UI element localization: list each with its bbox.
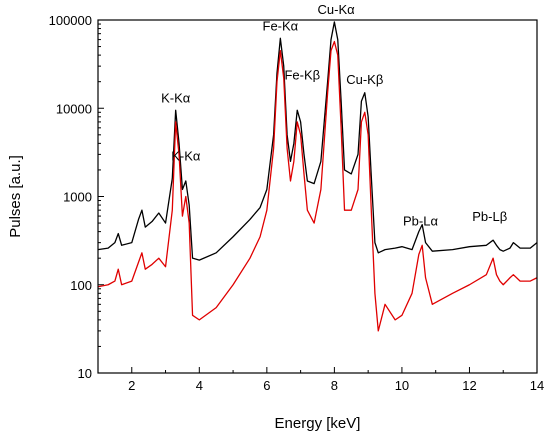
series-layer	[97, 21, 538, 332]
peak-label: Fe-Kβ	[284, 68, 320, 83]
y-tick-label: 100000	[49, 13, 92, 28]
x-tick-label: 6	[263, 378, 270, 393]
x-tick-label: 2	[128, 378, 135, 393]
labels-layer: K-Kα K-Kα Fe-Kα Fe-Kβ Cu-Kα Cu-Kβ Pb-Lα Pb-Lβ	[161, 2, 507, 229]
y-tick-label: 10	[78, 366, 92, 381]
peak-label: K-Kα	[171, 148, 201, 163]
y-tick-label: 1000	[63, 190, 92, 205]
plot-frame	[97, 19, 538, 374]
x-tick-label: 10	[395, 378, 409, 393]
peak-label: Fe-Kα	[263, 19, 299, 34]
peak-label: Cu-Kβ	[346, 72, 383, 87]
x-tick-label: 4	[196, 378, 203, 393]
y-axis-label: Pulses [a.u.]	[7, 155, 24, 238]
x-tick-label: 14	[530, 378, 544, 393]
series-line-black	[97, 21, 538, 261]
y-tick-label: 10000	[56, 101, 92, 116]
x-tick-label: 12	[462, 378, 476, 393]
peak-label: K-Kα	[161, 90, 191, 105]
peak-label: Cu-Kα	[318, 2, 356, 17]
peak-label: Pb-Lα	[403, 214, 438, 229]
series-line-red	[97, 40, 538, 332]
peak-label: Pb-Lβ	[472, 209, 507, 224]
y-tick-label: 100	[70, 278, 92, 293]
x-axis-label: Energy [keV]	[275, 415, 361, 432]
x-tick-label: 8	[331, 378, 338, 393]
ticks-layer: 2 4 6 8 10 12 14 10 100 1000 10000 100000	[49, 13, 545, 393]
